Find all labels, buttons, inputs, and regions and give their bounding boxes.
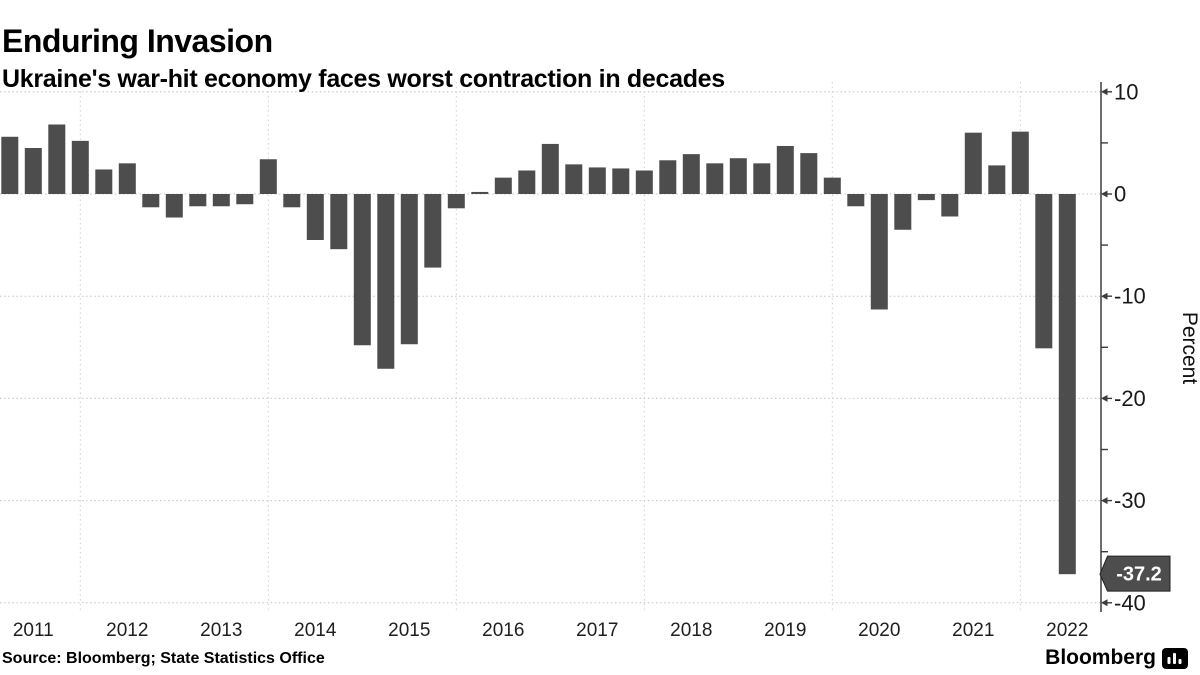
y-tick-label: -30 <box>1114 488 1146 513</box>
bloomberg-logo: Bloomberg <box>1045 646 1188 670</box>
major-tick-arrow <box>1101 190 1108 198</box>
source-note: Source: Bloomberg; State Statistics Offi… <box>2 650 325 667</box>
x-year-label: 2020 <box>858 620 900 641</box>
bar <box>541 143 559 194</box>
bar <box>1035 194 1053 349</box>
bar <box>142 194 160 208</box>
bar <box>118 163 136 194</box>
bar <box>189 194 207 207</box>
bloomberg-logo-icon <box>1162 647 1188 669</box>
bar <box>306 194 324 240</box>
major-tick-arrow <box>1101 599 1108 607</box>
x-year-label: 2018 <box>670 620 712 641</box>
value-badge <box>1099 555 1171 592</box>
bar <box>494 177 512 194</box>
bar <box>518 170 536 194</box>
chart-title: Enduring Invasion <box>2 23 273 60</box>
bar <box>635 170 653 194</box>
major-tick-arrow <box>1101 292 1108 300</box>
bar <box>283 194 301 208</box>
bar <box>447 194 465 209</box>
x-year-label: 2013 <box>200 620 242 641</box>
y-tick-label: 10 <box>1114 79 1138 104</box>
bar <box>400 194 418 345</box>
bar <box>377 194 395 369</box>
value-badge-label: -37.2 <box>1116 564 1162 586</box>
bar <box>988 165 1006 194</box>
x-year-label: 2011 <box>13 620 54 641</box>
bar <box>1058 194 1076 575</box>
bar <box>236 194 254 205</box>
x-year-label: 2022 <box>1046 620 1088 641</box>
bar <box>565 164 583 194</box>
x-year-label: 2019 <box>764 620 806 641</box>
bar <box>659 160 677 194</box>
bloomberg-wordmark: Bloomberg <box>1045 646 1156 669</box>
bar <box>894 194 912 230</box>
bar <box>212 194 230 207</box>
chart-subtitle: Ukraine's war-hit economy faces worst co… <box>2 64 725 93</box>
major-tick-arrow <box>1101 394 1108 402</box>
y-tick-label: -40 <box>1114 590 1146 615</box>
y-tick-label: -10 <box>1114 284 1146 309</box>
bar <box>588 167 606 194</box>
bar <box>1011 131 1029 194</box>
bar <box>753 163 771 194</box>
bar <box>612 168 630 194</box>
bar <box>917 194 935 201</box>
bar <box>729 158 747 194</box>
bar <box>165 194 183 218</box>
bar <box>1 136 19 194</box>
bar <box>95 169 113 194</box>
bar <box>682 154 700 194</box>
bar <box>964 132 982 194</box>
bar <box>330 194 348 250</box>
bar <box>48 124 66 194</box>
x-year-label: 2021 <box>952 620 994 641</box>
y-tick-label: 0 <box>1114 182 1126 207</box>
bar <box>776 145 794 194</box>
x-year-label: 2015 <box>388 620 430 641</box>
bar <box>706 163 724 194</box>
bar <box>800 153 818 194</box>
y-axis-title: Percent <box>1178 312 1200 385</box>
bar <box>941 194 959 217</box>
bar <box>24 148 42 194</box>
bar <box>71 140 89 194</box>
bar <box>471 191 489 194</box>
major-tick-arrow <box>1101 88 1108 96</box>
bar <box>259 159 277 194</box>
bar <box>847 194 865 207</box>
x-year-label: 2012 <box>106 620 148 641</box>
x-year-label: 2016 <box>482 620 524 641</box>
bar <box>424 194 442 268</box>
x-year-label: 2017 <box>576 620 618 641</box>
bar <box>353 194 371 346</box>
major-tick-arrow <box>1101 497 1108 505</box>
bar <box>870 194 888 310</box>
y-tick-label: -20 <box>1114 386 1146 411</box>
bar <box>823 177 841 194</box>
x-year-label: 2014 <box>294 620 337 641</box>
